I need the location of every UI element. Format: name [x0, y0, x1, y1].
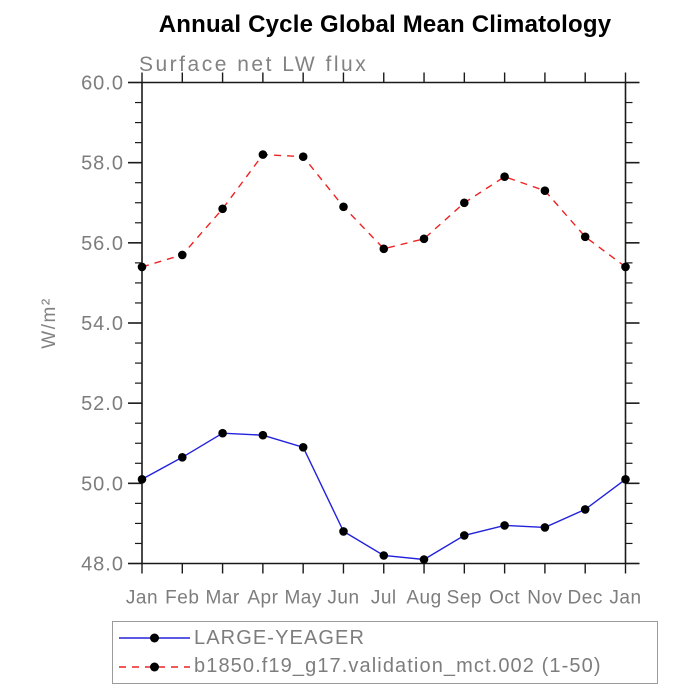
- data-point-marker: [621, 262, 630, 272]
- data-point-marker: [339, 202, 348, 212]
- x-tick-label: Apr: [247, 588, 278, 609]
- data-point-marker: [137, 262, 147, 272]
- data-point-marker: [419, 234, 429, 244]
- data-point-marker: [178, 250, 187, 260]
- data-point-marker: [258, 150, 268, 159]
- series-line-0: [141, 432, 626, 561]
- data-point-marker: [621, 475, 630, 484]
- data-point-marker: [258, 430, 268, 440]
- data-point-marker: [379, 551, 389, 560]
- x-tick-label: Mar: [205, 588, 239, 609]
- legend-label-b1850: b1850.f19_g17.validation_mct.002 (1-50): [194, 655, 602, 678]
- chart-title: Annual Cycle Global Mean Climatology: [158, 11, 612, 38]
- data-point-marker: [218, 204, 227, 214]
- data-point-marker: [580, 505, 590, 514]
- legend: LARGE-YEAGER b1850.f19_g17.validation_mc…: [112, 621, 658, 684]
- x-tick-label: Oct: [489, 588, 520, 609]
- legend-sample-marker: [150, 633, 159, 643]
- data-point-marker: [500, 172, 509, 181]
- data-point-marker: [540, 523, 550, 532]
- legend-label-large-yeager: LARGE-YEAGER: [194, 626, 366, 649]
- x-tick-label: Feb: [165, 588, 199, 609]
- data-point-marker: [298, 443, 308, 452]
- data-point-marker: [500, 521, 509, 530]
- data-point-marker: [178, 453, 187, 462]
- x-tick-label: Jul: [371, 588, 397, 609]
- x-tick-label: Dec: [568, 588, 603, 609]
- data-point-marker: [460, 531, 469, 540]
- y-tick-label: 54.0: [81, 313, 124, 335]
- data-point-marker: [540, 186, 550, 195]
- x-tick-label: Aug: [406, 588, 441, 609]
- x-tick-label: May: [284, 588, 321, 609]
- data-point-marker: [580, 232, 590, 242]
- y-tick-label: 50.0: [81, 473, 124, 495]
- data-point-marker: [460, 198, 469, 208]
- x-tick-label: Jan: [609, 588, 641, 609]
- y-tick-label: 58.0: [81, 153, 124, 175]
- data-point-marker: [218, 428, 227, 438]
- legend-item-b1850: b1850.f19_g17.validation_mct.002 (1-50): [118, 653, 657, 681]
- y-tick-label: 48.0: [81, 554, 124, 576]
- chart-subtitle: Surface net LW flux: [139, 53, 369, 76]
- y-tick-label: 56.0: [81, 233, 124, 255]
- data-point-marker: [137, 475, 147, 484]
- x-tick-label: Jan: [126, 588, 158, 609]
- x-tick-label: Nov: [527, 588, 562, 609]
- y-tick-label: 52.0: [81, 393, 124, 415]
- data-point-marker: [379, 244, 389, 254]
- y-tick-label: 60.0: [81, 73, 124, 95]
- data-point-marker: [298, 152, 308, 161]
- legend-line-sample-dashed: [119, 662, 190, 672]
- data-point-marker: [339, 527, 348, 536]
- legend-item-large-yeager: LARGE-YEAGER: [118, 624, 657, 652]
- x-tick-label: Jun: [327, 588, 359, 609]
- legend-sample-marker: [150, 662, 159, 672]
- x-tick-label: Sep: [447, 588, 482, 609]
- legend-line-sample-solid: [119, 633, 190, 643]
- data-point-marker: [419, 555, 429, 564]
